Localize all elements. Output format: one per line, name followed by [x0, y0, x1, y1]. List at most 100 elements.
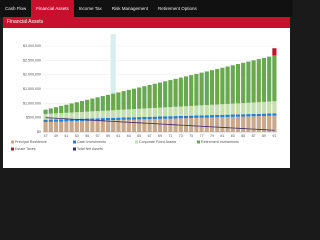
x-tick-label: 85 — [241, 134, 245, 138]
x-tick-label: 67 — [148, 134, 152, 138]
bar-segment — [215, 104, 220, 115]
bar-segment — [194, 73, 199, 106]
bar-segment — [131, 117, 137, 120]
x-tick-label: 77 — [200, 134, 204, 138]
bar-segment — [241, 116, 246, 132]
bar-segment — [230, 65, 235, 104]
bar-segment — [152, 83, 157, 108]
bar-segment — [69, 118, 74, 122]
bar-segment — [137, 87, 142, 109]
bar-segment — [272, 113, 277, 116]
bar-segment — [43, 113, 48, 120]
bar-segment — [90, 111, 95, 119]
bar-segment — [163, 81, 168, 108]
bar-segment — [85, 120, 90, 132]
bar-segment — [131, 119, 137, 132]
bar-segment — [173, 78, 178, 107]
bar-segment — [69, 103, 74, 113]
bar-segment — [142, 116, 147, 120]
bar-segment — [64, 112, 69, 120]
bar-segment — [178, 106, 183, 116]
bar-segment — [147, 116, 152, 120]
bar-segment — [220, 117, 225, 132]
bar-segment — [69, 121, 74, 132]
bar-segment — [256, 116, 261, 132]
bar-segment — [90, 118, 95, 121]
bar-segment — [183, 76, 189, 107]
legend-label: Retirement Investments — [201, 140, 239, 144]
bar-segment — [209, 70, 215, 105]
y-tick-label: $2,500,000 — [23, 58, 41, 62]
x-tick-label: 53 — [75, 134, 79, 138]
bar-segment — [152, 118, 157, 132]
bar-segment — [43, 121, 48, 132]
x-tick-label: 73 — [179, 134, 183, 138]
bar-segment — [194, 117, 199, 132]
x-tick-label: 51 — [64, 134, 68, 138]
bar-segment — [64, 121, 69, 132]
bar-segment — [95, 118, 100, 121]
bar-segment — [152, 107, 157, 117]
page: Cash Flow Financial Assets Income Tax Risk … — [3, 0, 290, 168]
nav-tab[interactable]: Retirement Options — [158, 6, 197, 11]
legend-label: Corporate Fixed Assets — [139, 140, 177, 144]
bar-segment — [246, 102, 251, 115]
legend-swatch — [11, 140, 14, 144]
legend-swatch — [11, 147, 14, 151]
bar-segment — [189, 115, 194, 118]
x-tick-label: 57 — [96, 134, 100, 138]
bar-segment — [267, 113, 272, 116]
nav-tab[interactable]: Risk Management — [111, 6, 148, 11]
bar-segment — [100, 120, 105, 132]
x-tick-label: 69 — [158, 134, 162, 138]
bar-segment — [189, 75, 194, 106]
bar-segment — [194, 105, 199, 116]
bar-segment — [126, 109, 131, 118]
nav-tab[interactable]: Income Tax — [78, 6, 102, 11]
bar-segment — [220, 114, 225, 118]
legend-swatch — [135, 140, 138, 144]
bar-segment — [173, 106, 178, 117]
bar-segment — [246, 116, 251, 132]
y-tick-label: $1,000,000 — [23, 101, 41, 105]
bar-segment — [116, 117, 121, 120]
bar-segment — [183, 106, 189, 116]
bar-segment — [251, 113, 256, 117]
y-tick-label: $3,000,000 — [23, 44, 41, 48]
life-expectancy-band — [110, 34, 116, 132]
bar-segment — [105, 117, 111, 121]
bar-segment — [230, 116, 235, 132]
bar-segment — [79, 111, 85, 119]
bar-segment — [90, 120, 95, 132]
bar-segment — [111, 117, 116, 121]
bar-segment — [251, 60, 256, 103]
bar-segment — [121, 109, 126, 118]
bar-segment — [131, 109, 137, 118]
bar-segment — [251, 102, 256, 114]
bar-segment — [235, 116, 241, 132]
bar-segment — [168, 116, 173, 119]
legend-swatch — [73, 140, 76, 144]
nav-tab[interactable]: Financial Assets — [31, 0, 74, 17]
bar-segment — [251, 116, 256, 132]
bar-segment — [204, 115, 209, 118]
bar-segment — [209, 117, 215, 132]
bar-segment — [64, 119, 69, 122]
bar-segment — [126, 89, 131, 110]
bar-segment — [230, 103, 235, 115]
panel-header: Financial Assets — [3, 17, 290, 28]
bar-segment — [256, 59, 261, 103]
y-tick-label: $0 — [37, 130, 41, 134]
bar-segment — [53, 107, 59, 114]
bar-segment — [69, 112, 74, 119]
y-tick-label: $500,000 — [26, 116, 41, 120]
x-tick-label: 55 — [85, 134, 89, 138]
x-tick-label: 47 — [44, 134, 48, 138]
bar-segment — [189, 117, 194, 132]
legend-label: Estate Taxes — [15, 147, 36, 151]
bar-segment — [267, 101, 272, 114]
bar-segment — [142, 86, 147, 109]
bar-segment — [64, 104, 69, 113]
nav-tab[interactable]: Cash Flow — [5, 6, 27, 11]
bar-segment — [261, 57, 267, 102]
